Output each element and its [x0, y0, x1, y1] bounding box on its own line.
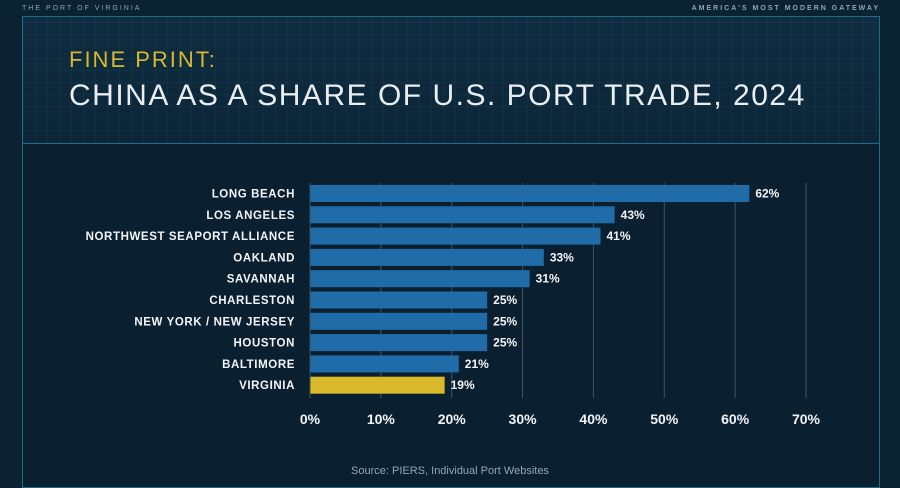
source-note: Source: PIERS, Individual Port Websites: [351, 465, 549, 477]
category-label: OAKLAND: [233, 252, 295, 264]
brand-label: THE PORT OF VIRGINIA: [22, 5, 142, 12]
bar: [310, 291, 488, 309]
x-tick-label: 50%: [650, 411, 679, 427]
data-label: 62%: [755, 187, 779, 201]
category-label: HOUSTON: [234, 338, 296, 350]
x-tick-label: 0%: [300, 411, 321, 427]
page-title: CHINA AS A SHARE OF U.S. PORT TRADE, 202…: [69, 79, 806, 112]
bar: [310, 227, 601, 245]
bar: [310, 334, 488, 352]
data-label: 25%: [493, 336, 517, 350]
x-tick-label: 40%: [579, 411, 608, 427]
data-label: 19%: [451, 378, 475, 392]
category-label: LOS ANGELES: [206, 210, 295, 222]
bar: [310, 270, 530, 288]
x-tick-label: 10%: [367, 411, 396, 427]
bar: [310, 206, 615, 224]
category-label: LONG BEACH: [212, 189, 295, 201]
tagline-label: AMERICA'S MOST MODERN GATEWAY: [691, 5, 880, 12]
kicker-text: FINE PRINT:: [69, 47, 217, 72]
category-label: BALTIMORE: [222, 359, 295, 371]
x-tick-label: 30%: [509, 411, 538, 427]
data-label: 33%: [550, 250, 574, 264]
x-tick-label: 60%: [721, 411, 750, 427]
category-label: CHARLESTON: [209, 295, 295, 307]
bar: [310, 355, 459, 373]
category-label: VIRGINIA: [239, 380, 295, 392]
data-label: 43%: [621, 208, 645, 222]
x-tick-label: 20%: [438, 411, 467, 427]
category-label: NEW YORK / NEW JERSEY: [134, 316, 295, 328]
x-tick-label: 70%: [792, 411, 821, 427]
data-label: 31%: [536, 272, 560, 286]
data-label: 21%: [465, 357, 489, 371]
bar: [310, 312, 488, 330]
bar: [310, 185, 750, 202]
top-bar: THE PORT OF VIRGINIA AMERICA'S MOST MODE…: [0, 0, 900, 16]
data-label: 41%: [607, 229, 631, 243]
bar: [310, 248, 544, 266]
header-panel: FINE PRINT: CHINA AS A SHARE OF U.S. POR…: [23, 17, 879, 144]
data-label: 25%: [493, 314, 517, 328]
category-label: NORTHWEST SEAPORT ALLIANCE: [86, 231, 295, 243]
data-label: 25%: [493, 293, 517, 307]
category-label: SAVANNAH: [227, 274, 295, 286]
bar: [310, 376, 445, 394]
